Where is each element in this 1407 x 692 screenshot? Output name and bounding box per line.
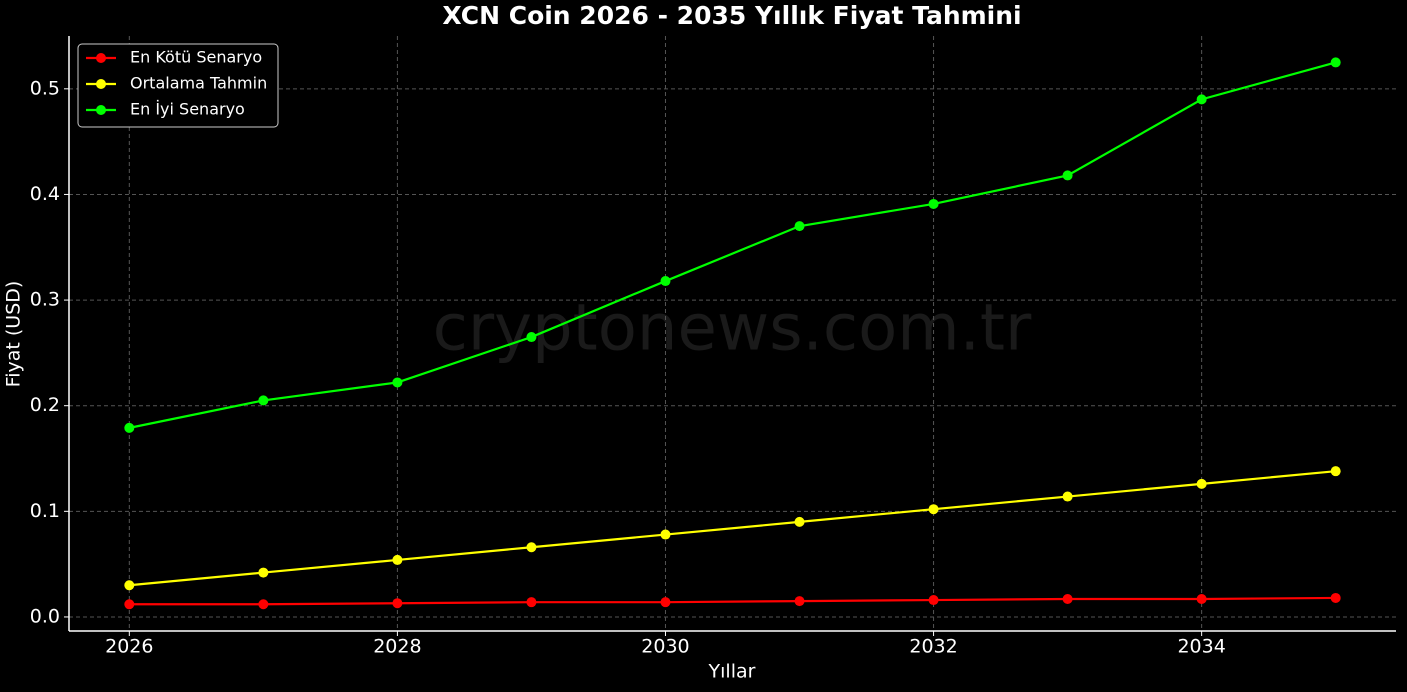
point [1330,592,1341,603]
point [794,221,805,232]
legend-marker [96,79,106,89]
x-tick-label: 2032 [909,636,957,658]
x-tick-label: 2026 [105,636,153,658]
point [660,597,671,608]
legend: En Kötü Senaryo Ortalama Tahmin En İyi Sen… [77,43,279,128]
series-line [129,61,1336,429]
y-tick-label: 0.4 [30,183,60,205]
point [1062,170,1073,181]
legend-box [77,43,279,128]
legend-marker [96,105,106,115]
point [928,504,939,515]
point [526,542,537,553]
point [258,567,269,578]
point [258,599,269,610]
point [124,580,135,591]
point [1062,491,1073,502]
point [1330,466,1341,477]
point [392,377,403,388]
x-tick-label: 2028 [373,636,421,658]
y-tick-label: 0.5 [30,77,60,99]
point [124,422,135,433]
point [526,332,537,343]
point [660,276,671,287]
point [124,599,135,610]
point [928,198,939,209]
watermark: cryptonews.com.tr [433,292,1032,366]
point [1196,478,1207,489]
point [258,395,269,406]
series-line [129,596,1336,606]
point [794,516,805,527]
x-axis-label: Yıllar [708,661,756,683]
point [1062,593,1073,604]
point [1196,94,1207,105]
point [794,596,805,607]
point [392,554,403,565]
series-line [129,470,1336,587]
point [928,595,939,606]
point [1196,593,1207,604]
legend-marker [96,53,106,63]
point [392,598,403,609]
legend-label: Ortalama Tahmin [130,74,267,93]
point [660,529,671,540]
legend-label: En Kötü Senaryo [130,48,262,67]
point [1330,57,1341,68]
y-tick-label: 0.3 [30,289,60,311]
chart-title: XCN Coin 2026 - 2035 Yıllık Fiyat Tahmin… [442,1,1021,30]
y-axis-label: Fiyat (USD) [3,281,25,388]
x-tick-label: 2034 [1177,636,1225,658]
y-tick-label: 0.1 [30,500,60,522]
point [526,597,537,608]
y-tick-label: 0.2 [30,394,60,416]
x-tick-label: 2030 [641,636,689,658]
legend-label: En İyi Senaryo [130,100,245,119]
y-tick-label: 0.0 [30,605,60,627]
